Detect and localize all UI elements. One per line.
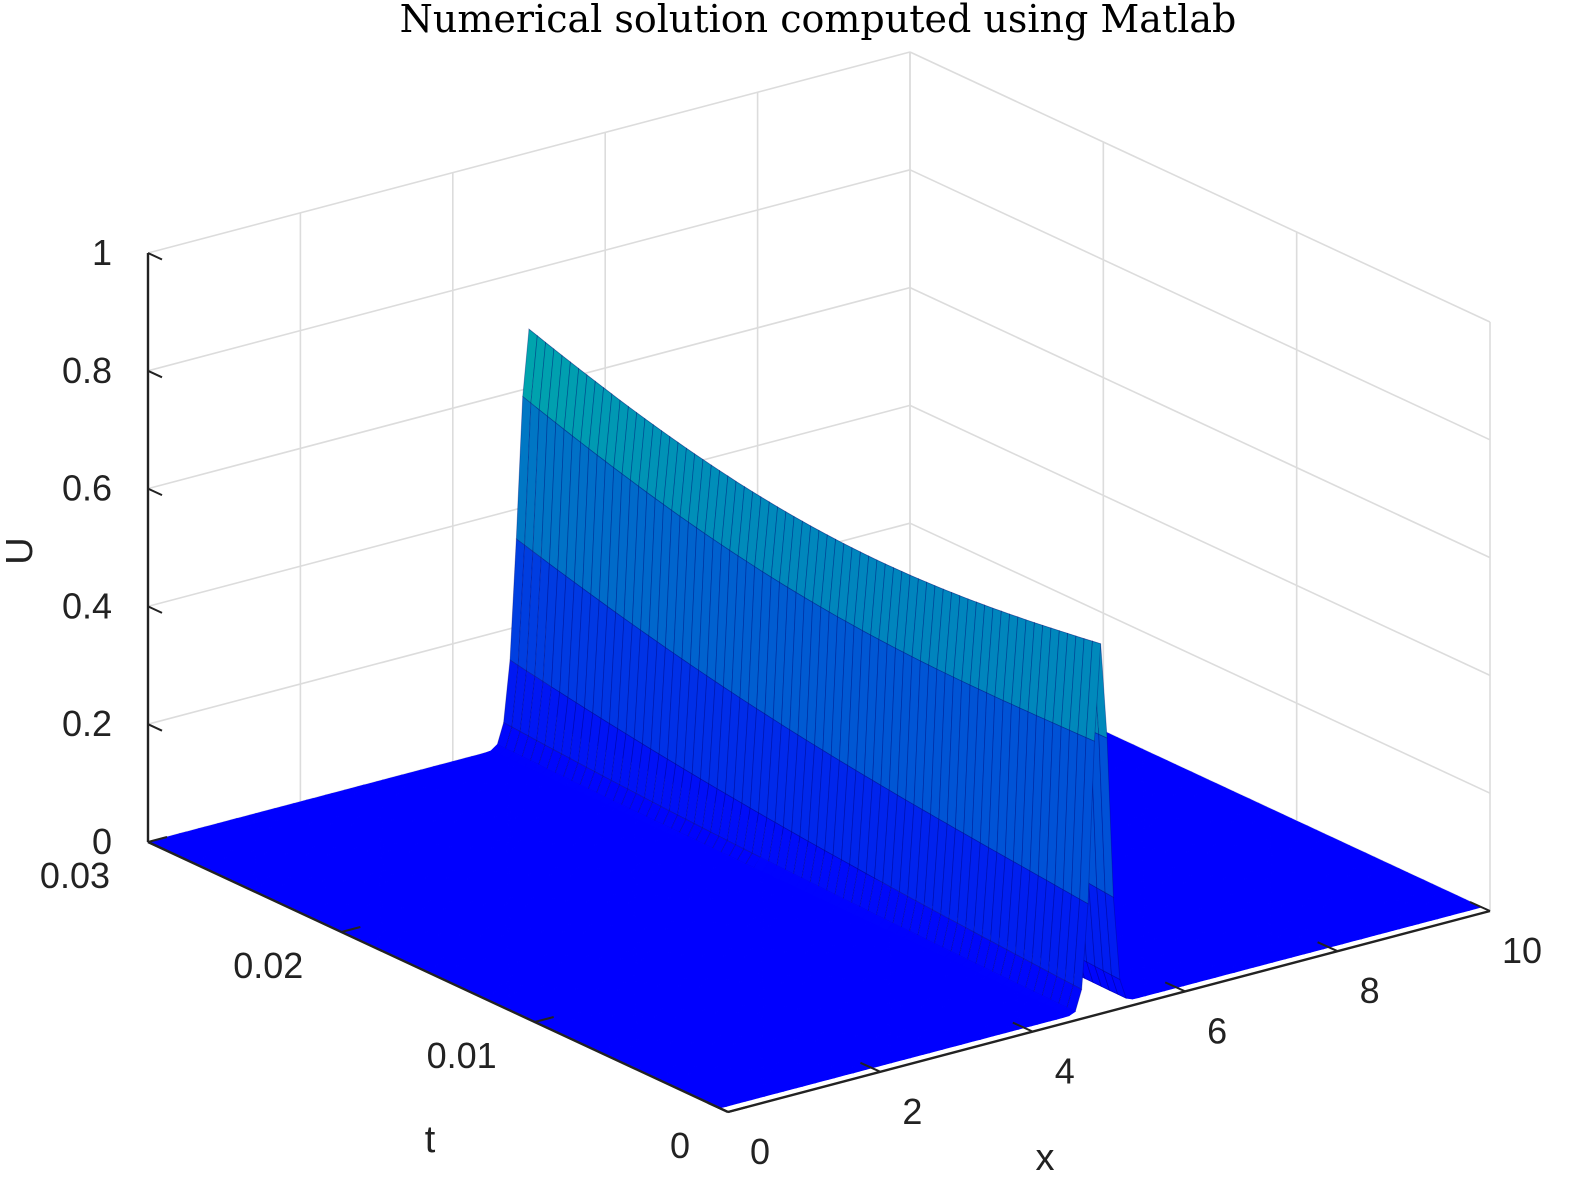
grid-line (147, 51, 911, 254)
grid-line (909, 169, 1491, 441)
surface-layer (147, 328, 1483, 1109)
grid-line (147, 169, 911, 372)
grid-line (909, 51, 1491, 323)
grid-line (909, 522, 1491, 794)
grid-line (909, 286, 1491, 559)
chart-title: Numerical solution computed using Matlab (400, 0, 1237, 41)
grid-line (909, 404, 1491, 677)
